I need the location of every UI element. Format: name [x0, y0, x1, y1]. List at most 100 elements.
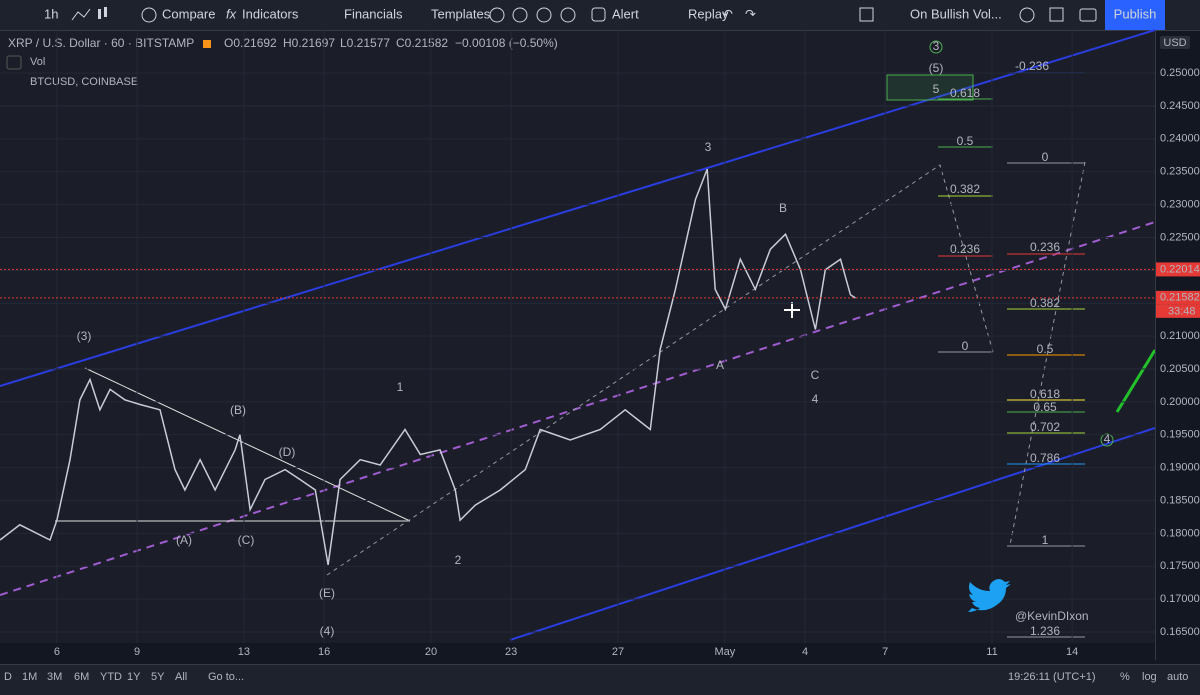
twitter-icon: [968, 579, 1011, 612]
replay-button[interactable]: Replay: [688, 6, 729, 21]
range-button[interactable]: 1Y: [127, 671, 141, 683]
annotation: 0.786: [1030, 451, 1060, 465]
x-tick-label: 27: [612, 646, 624, 658]
indicators-icon[interactable]: fx: [226, 6, 237, 21]
y-tick-label: 0.18500: [1160, 494, 1200, 506]
symbol-flag: [203, 40, 211, 48]
range-button[interactable]: 6M: [74, 671, 89, 683]
annotation: -0.236: [1015, 59, 1049, 73]
range-button[interactable]: YTD: [100, 671, 122, 683]
undo-button[interactable]: ↶: [722, 6, 733, 21]
annotation: 0.236: [950, 242, 980, 256]
x-tick-label: 9: [134, 646, 140, 658]
annotation: C: [811, 368, 820, 382]
collapse-button[interactable]: [6, 55, 22, 70]
annotation: 0.236: [1030, 240, 1060, 254]
y-tick-label: 0.17500: [1160, 560, 1200, 572]
unit-badge: [1160, 36, 1190, 49]
annotation: 0.382: [1030, 296, 1060, 310]
financials-button[interactable]: Financials: [344, 6, 403, 21]
templates-button[interactable]: Templates: [431, 6, 491, 21]
y-tick-label: 0.19000: [1160, 462, 1200, 474]
annotation: 2: [455, 553, 462, 567]
goto-button[interactable]: Go to...: [208, 671, 244, 683]
alert-name[interactable]: On Bullish Vol...: [910, 6, 1002, 21]
x-tick-label: 16: [318, 646, 330, 658]
percent-toggle[interactable]: %: [1120, 671, 1130, 683]
annotation: 3: [933, 39, 940, 53]
publish-label[interactable]: Publish: [1114, 6, 1157, 21]
circle-mark: [1100, 433, 1114, 447]
x-tick-label: May: [714, 646, 735, 658]
annotation: (C): [238, 533, 255, 547]
drawing-icons[interactable]: [489, 7, 576, 23]
range-button[interactable]: 5Y: [151, 671, 165, 683]
x-tick-label: 14: [1066, 646, 1078, 658]
annotation: 0.618: [950, 86, 980, 100]
range-buttons: D 1M 3M 6M YTD 1Y 5Y All: [4, 671, 187, 683]
annotation: 0: [962, 339, 969, 353]
redo-button[interactable]: ↷: [745, 6, 756, 21]
channel-mid: [0, 221, 1156, 596]
annotation: 0.65: [1033, 400, 1057, 414]
annotation: 5: [933, 82, 940, 96]
y-tick-label: 0.25000: [1160, 67, 1200, 79]
clock: 19:26:11 (UTC+1): [1008, 671, 1096, 683]
toolbar: [0, 0, 1200, 30]
x-tick-label: 20: [425, 646, 437, 658]
axis-layer: 0.16500 0.17000 0.17500 0.18000 0.18500 0.190…: [54, 67, 1200, 658]
annotation: 0.5: [957, 134, 974, 148]
snapshot-icon[interactable]: [1079, 8, 1097, 22]
annotation: 0.618: [1030, 387, 1060, 401]
y-tick-label: 0.22500: [1160, 231, 1200, 243]
checkbox[interactable]: [859, 7, 874, 22]
candle-icon[interactable]: [104, 7, 107, 17]
channel-upper: [0, 29, 1156, 387]
fullscreen-icon[interactable]: [1049, 7, 1064, 22]
annotation: 4: [812, 392, 819, 406]
range-button[interactable]: 1M: [22, 671, 37, 683]
price-marker-label: 0.21582: [1160, 292, 1200, 304]
range-button[interactable]: All: [175, 671, 187, 683]
x-tick-label: 13: [238, 646, 250, 658]
annotation: (A): [176, 533, 192, 547]
annotation: 1: [1042, 533, 1049, 547]
volume-label: Vol: [30, 56, 45, 68]
log-toggle[interactable]: log: [1142, 671, 1157, 683]
alert-button[interactable]: Alert: [612, 6, 639, 21]
y-tick-label: 0.21000: [1160, 330, 1200, 342]
compare-button[interactable]: Compare: [162, 6, 215, 21]
x-tick-label: 11: [986, 646, 997, 658]
alert-icon[interactable]: [591, 7, 606, 22]
indicators-button[interactable]: Indicators: [242, 6, 299, 21]
candle-icon[interactable]: [98, 9, 101, 19]
interval-button[interactable]: 1h: [44, 6, 58, 21]
ohlc-open: O0.21692: [224, 36, 277, 50]
annotation: 3: [705, 140, 712, 154]
plot: (3)(B)(D)(A) (C)(E)(4)123ABC4(5)5340.6180…: [0, 31, 1155, 643]
y-tick-label: 0.16500: [1160, 626, 1200, 638]
annotation: 0.5: [1037, 342, 1054, 356]
annotation: 0: [1042, 150, 1049, 164]
annotation: 4: [1104, 432, 1111, 446]
annotation: 1.236: [1030, 624, 1060, 638]
chart-style-icon[interactable]: [71, 8, 91, 21]
annotation: (3): [77, 329, 92, 343]
range-button[interactable]: 3M: [47, 671, 62, 683]
x-tick-label: 6: [54, 646, 60, 658]
price-marker-badge: [1156, 290, 1200, 305]
watermark: @KevinDIxon: [1015, 609, 1089, 623]
settings-icon[interactable]: [1019, 7, 1035, 23]
publish-button[interactable]: [1105, 0, 1165, 30]
y-tick-label: 0.17000: [1160, 593, 1200, 605]
annotation: 0.702: [1030, 420, 1060, 434]
triangle-upper: [84, 367, 411, 522]
plot-area: [0, 31, 1155, 643]
annotation: 1: [397, 380, 404, 394]
auto-toggle[interactable]: auto: [1167, 671, 1188, 683]
countdown: 33:48: [1168, 306, 1196, 318]
y-tick-label: 0.23000: [1160, 199, 1200, 211]
range-button[interactable]: D: [4, 671, 12, 683]
compare-icon[interactable]: [141, 7, 157, 23]
